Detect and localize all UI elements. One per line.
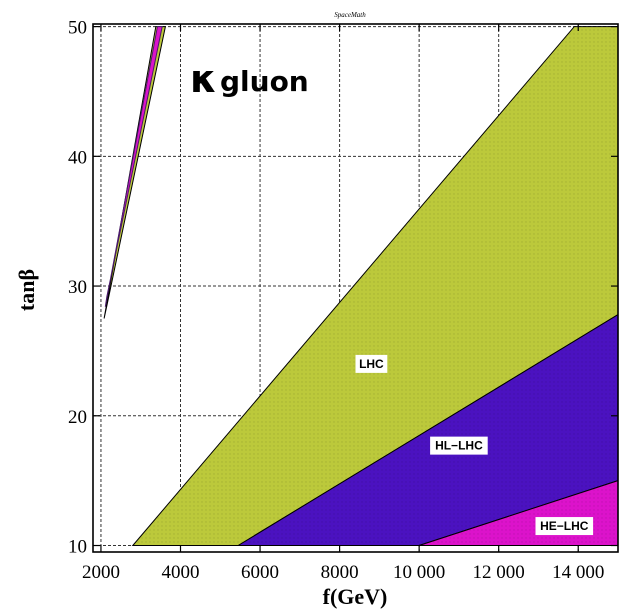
x-tick-label-6: 14 000 xyxy=(552,562,604,583)
region-lhc-texture xyxy=(132,26,619,546)
region-label-hl-lhc: HL−LHC xyxy=(430,436,488,455)
x-tick-label-4: 10 000 xyxy=(393,562,445,583)
x-tick-label-0: 2000 xyxy=(82,562,120,583)
kappa-subscript: gluon xyxy=(220,65,309,98)
y-tick-label-3: 40 xyxy=(68,147,87,168)
axis-ticks: 2000 4000 6000 8000 10 000 12 000 14 000 10 20 30… xyxy=(68,18,618,583)
chart-title: SpaceMath xyxy=(334,11,366,19)
y-axis-title: tanβ xyxy=(14,269,39,311)
region-label-text-he-lhc: HE−LHC xyxy=(540,519,589,533)
x-tick-label-5: 12 000 xyxy=(473,562,525,583)
x-tick-label-3: 8000 xyxy=(321,562,359,583)
x-tick-label-2: 6000 xyxy=(241,562,279,583)
sliver-outer xyxy=(103,26,167,319)
region-label-box-lhc xyxy=(355,354,388,373)
regions-layer xyxy=(131,26,619,546)
region-hl-lhc-texture xyxy=(238,314,618,546)
region-label-lhc: LHC xyxy=(355,354,388,373)
x-axis-title: f(GeV) xyxy=(323,584,388,609)
region-label-box-he-lhc xyxy=(535,517,594,536)
plot-frame xyxy=(92,23,619,553)
region-label-box-hl-lhc xyxy=(430,436,488,455)
y-tick-label-4: 50 xyxy=(68,18,87,39)
region-labels-layer: LHC HL−LHC HE−LHC xyxy=(355,354,594,536)
kappa-symbol: κ xyxy=(190,57,217,101)
x-tick-label-1: 4000 xyxy=(162,562,200,583)
sliver-region xyxy=(103,26,167,319)
region-label-text-hl-lhc: HL−LHC xyxy=(435,439,483,453)
region-label-text-lhc: LHC xyxy=(359,357,384,371)
y-tick-label-1: 20 xyxy=(68,407,87,428)
y-tick-label-2: 30 xyxy=(68,277,87,298)
y-tick-label-0: 10 xyxy=(68,537,87,558)
region-label-he-lhc: HE−LHC xyxy=(535,517,594,536)
sliver-inner xyxy=(104,26,163,307)
